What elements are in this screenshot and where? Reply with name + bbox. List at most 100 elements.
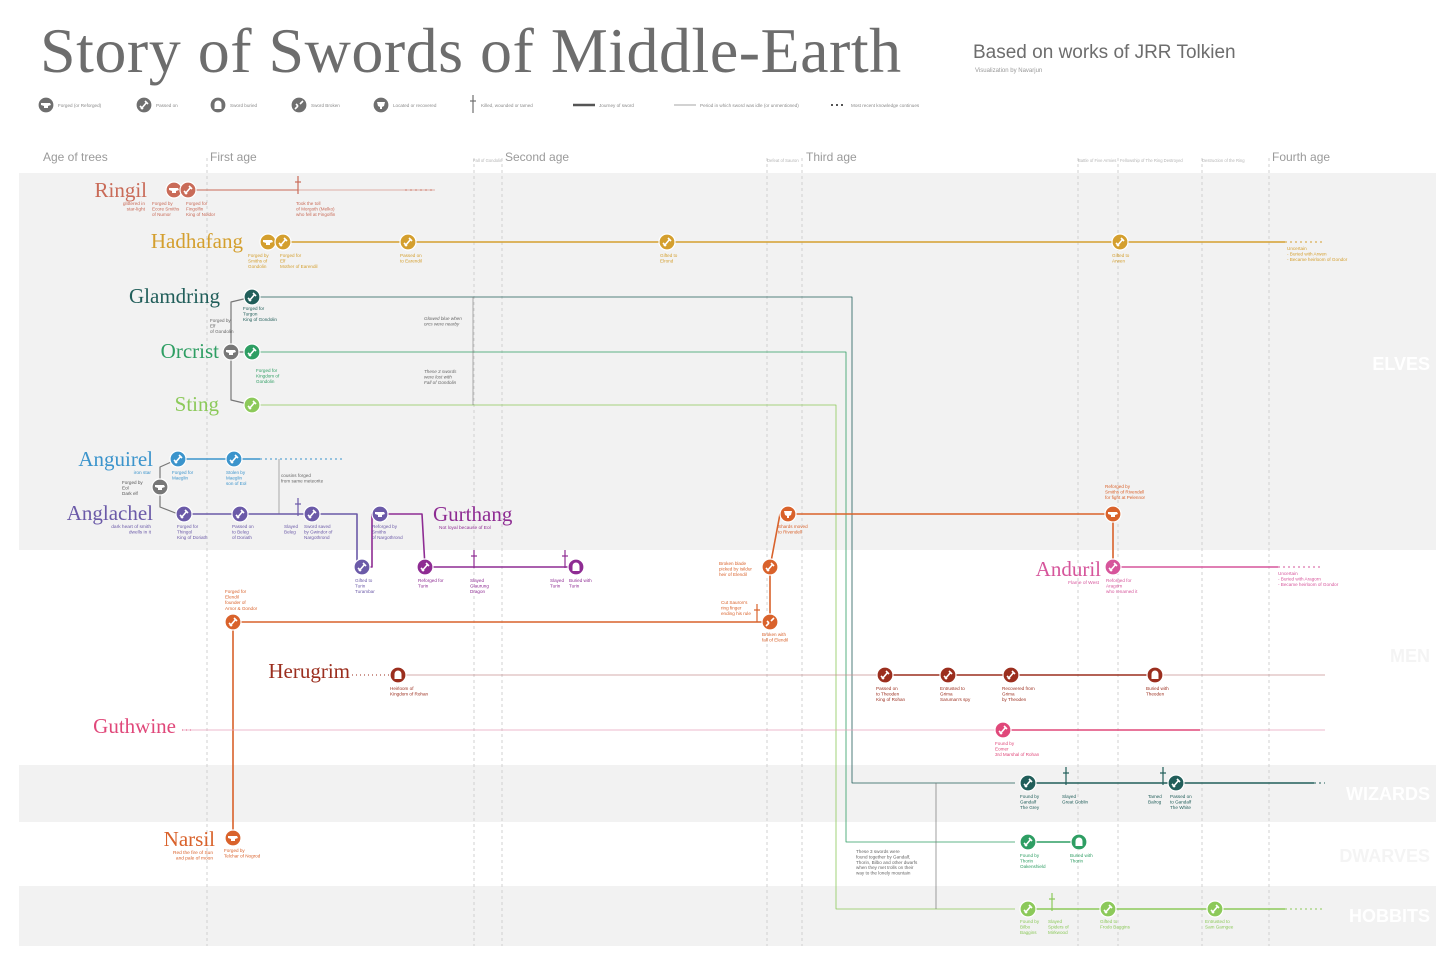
- event-label-head: Gifted to: [355, 578, 373, 583]
- passed-icon: [1111, 233, 1129, 251]
- event-label-head: Slayed: [284, 524, 298, 529]
- passed-icon: [1019, 833, 1037, 851]
- passed-icon: [353, 558, 371, 576]
- tomb-icon: [209, 96, 227, 114]
- passed-icon: [1104, 558, 1122, 576]
- event-label-head: Flame of West: [1068, 580, 1100, 586]
- event-label-line: Theoden: [1146, 692, 1165, 697]
- event-label-head: These 3 swords: [424, 369, 457, 374]
- event-label-line: Glaurung: [470, 584, 489, 589]
- cup-shape: [784, 511, 792, 518]
- category-label: HOBBITS: [1349, 906, 1430, 926]
- event-label-head: Tamed: [1148, 794, 1162, 799]
- passed-icon: [274, 233, 292, 251]
- legend-label: Forged (or Reforged): [58, 103, 102, 108]
- passed-shape: [235, 509, 245, 519]
- dagger-icon: [1063, 767, 1069, 785]
- event-label-line: who fell at Fingolfin: [296, 212, 336, 217]
- event-label-head: Gifted to: [1112, 253, 1130, 258]
- passed-icon: [939, 666, 957, 684]
- event-label-line: King of Doriath: [177, 535, 208, 540]
- passed-shape: [1115, 237, 1125, 247]
- event-label-head: Forged for: [225, 589, 247, 594]
- anduril-name: Anduril: [1036, 557, 1101, 581]
- event-label-line: for fight at Pelennor: [1105, 495, 1146, 500]
- gurthang-meaning: Not loyal because of Eol: [439, 525, 491, 531]
- event-label-line: Kingdom of Rohan: [390, 692, 428, 697]
- passed-shape: [139, 100, 149, 110]
- broken-icon: [761, 613, 779, 631]
- dagger-icon: [471, 550, 477, 568]
- dagger-icon: [295, 498, 301, 516]
- event-label-line: Kingdom of: [256, 374, 280, 379]
- event-label-head: Entrusted to: [940, 686, 965, 691]
- event-label-line: The White: [1170, 805, 1191, 810]
- event-label-head: Forged by: [152, 201, 173, 206]
- event-label-head: Recovered from: [1002, 686, 1035, 691]
- event-label-head: Forged for: [186, 201, 208, 206]
- cup-icon: [779, 505, 797, 523]
- passed-icon: [224, 613, 242, 631]
- event-label-line: to Gandalf: [1170, 800, 1192, 805]
- event-label-line: Oakenshield: [1020, 864, 1046, 869]
- event-label-head: Forged by: [122, 480, 143, 485]
- event-label-line: to Beleg: [232, 530, 249, 535]
- event-label-head: Entrusted to: [1205, 919, 1230, 924]
- event-label: Uncertain- Buried with Arwen- Became hei…: [1287, 246, 1348, 262]
- event-label-line: Thorin: [1070, 859, 1083, 864]
- passed-shape: [403, 237, 413, 247]
- event-label-line: Baggins: [1020, 930, 1037, 935]
- passed-icon: [1019, 774, 1037, 792]
- event-label-line: Gondolin: [256, 379, 275, 384]
- event-label-line: King of Rohan: [876, 697, 906, 702]
- passed-icon: [994, 721, 1012, 739]
- anvil-shape: [41, 103, 51, 108]
- legend-label: Period in which sword was idle (or unmen…: [700, 103, 799, 108]
- event-label-line: Ecore Smiths: [152, 207, 180, 212]
- event-label: Uncertain- Buried with Aragorn- Became h…: [1278, 571, 1339, 587]
- event-label-line: of Nargothrond: [372, 535, 403, 540]
- event-label-line: Maeglin: [172, 476, 189, 481]
- event-label-head: Uncertain: [1278, 571, 1298, 576]
- event-label-line: Mother of Earendil: [280, 264, 318, 269]
- guthwine-name: Guthwine: [93, 714, 176, 738]
- event-label-line: Turgon: [243, 312, 258, 317]
- anglachel-name: Anglachel: [67, 501, 153, 525]
- page-title: Story of Swords of Middle-Earth: [40, 15, 902, 86]
- event-label-line: Aragorn: [1106, 584, 1123, 589]
- event-label-line: Dark elf: [122, 491, 139, 496]
- legend-label: Most recent knowledge continues: [851, 103, 920, 108]
- tomb-shape: [214, 100, 222, 109]
- event-label-line: Grima: [1002, 692, 1015, 697]
- passed-shape: [1171, 778, 1181, 788]
- event-label-line: Mirkwood: [1048, 930, 1068, 935]
- tomb-icon: [1070, 833, 1088, 851]
- event-label-line: and pale of moon: [176, 855, 213, 861]
- event-label-line: Nargothrond: [304, 535, 330, 540]
- event-label-head: Forged for: [280, 253, 302, 258]
- category-label: DWARVES: [1339, 846, 1430, 866]
- event-label-line: fall of Elendil: [762, 638, 788, 643]
- passed-shape: [229, 454, 239, 464]
- passed-icon: [1167, 774, 1185, 792]
- event-label-head: Found by: [995, 741, 1015, 746]
- event-label-line: Bilbo: [1020, 925, 1031, 930]
- event-label-head: Forged for: [172, 470, 194, 475]
- age-label: Fourth age: [1272, 150, 1330, 164]
- event-label-head: Forged by: [224, 848, 245, 853]
- broken-icon: [290, 96, 308, 114]
- event-label-line: Saruman's spy: [940, 697, 971, 702]
